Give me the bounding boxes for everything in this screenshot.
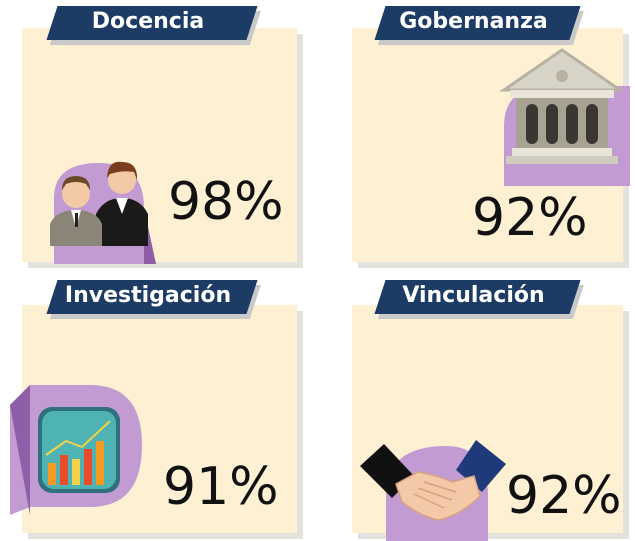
card-title: Gobernanza (376, 6, 571, 40)
card-title: Investigación (48, 280, 248, 314)
building-icon (500, 46, 635, 186)
percentage: 92% (506, 466, 622, 526)
percentage: 98% (168, 172, 284, 232)
people-icon (44, 158, 156, 264)
card-title: Vinculación (376, 280, 571, 314)
page: Docencia Gobernanza Investigación Vincul… (0, 0, 635, 541)
percentage: 91% (163, 457, 279, 517)
percentage: 92% (472, 188, 588, 248)
handshake-icon (356, 436, 526, 541)
chart-icon (10, 385, 150, 515)
card-title: Docencia (48, 6, 248, 40)
